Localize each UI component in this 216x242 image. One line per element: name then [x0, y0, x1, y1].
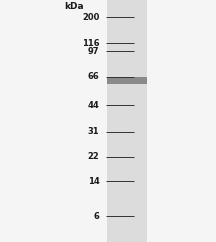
Text: 200: 200 [82, 13, 99, 22]
Text: 14: 14 [88, 176, 99, 186]
Text: 22: 22 [88, 152, 99, 161]
Text: kDa: kDa [65, 1, 84, 11]
Bar [107, 0, 147, 242]
Bar [107, 77, 147, 84]
Text: 66: 66 [88, 72, 99, 82]
Text: 97: 97 [88, 47, 99, 56]
Text: 116: 116 [82, 38, 99, 48]
Text: 6: 6 [94, 212, 99, 221]
Text: 44: 44 [88, 101, 99, 110]
Text: 31: 31 [88, 127, 99, 136]
